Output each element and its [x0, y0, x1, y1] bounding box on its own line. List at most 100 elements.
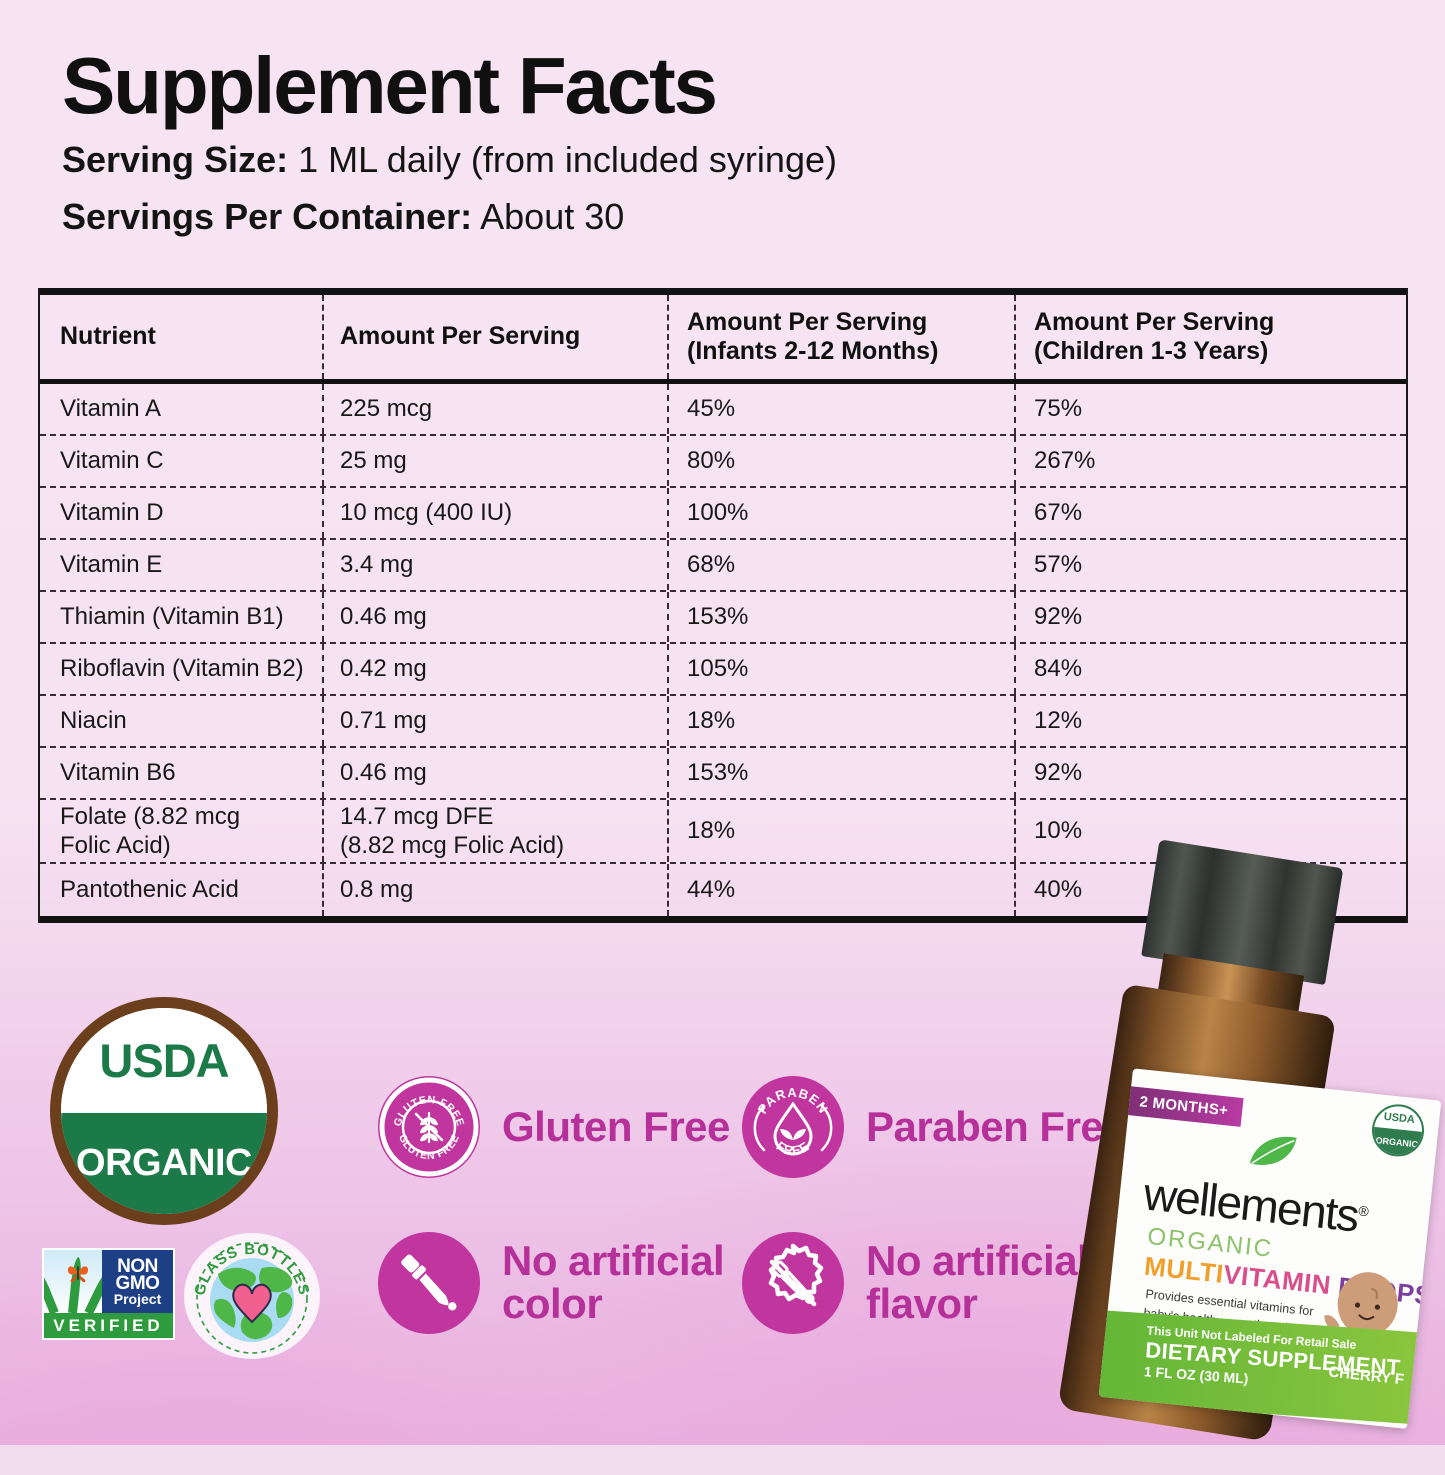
- gluten-free-label-l1: Gluten Free: [502, 1102, 730, 1150]
- usda-seal-top: USDA: [61, 1008, 267, 1114]
- paraben-free-icon: PARABEN FREE: [742, 1076, 844, 1178]
- cell-children: 12%: [1014, 696, 1406, 746]
- column-header-amount: Amount Per Serving: [322, 295, 667, 379]
- cell-nutrient: Niacin: [40, 706, 322, 735]
- table-row: Pantothenic Acid 0.8 mg 44% 40%: [40, 864, 1406, 916]
- cell-nutrient: Folate (8.82 mcg Folic Acid): [40, 802, 322, 861]
- non-gmo-line-non: NON: [117, 1255, 158, 1277]
- cell-children-text: 92%: [1034, 603, 1083, 631]
- cell-infants-text: 18%: [687, 707, 736, 735]
- cell-nutrient-text: Riboflavin (Vitamin B2): [60, 655, 304, 683]
- cell-nutrient-text: Folic Acid): [60, 832, 171, 859]
- serving-size-label: Serving Size:: [62, 139, 289, 180]
- label-usda-seal-bottom: ORGANIC: [1371, 1126, 1422, 1157]
- cell-children: 40%: [1014, 864, 1406, 916]
- cell-infants: 153%: [667, 748, 1014, 798]
- cell-children: 92%: [1014, 592, 1406, 642]
- cell-nutrient-text: Vitamin D: [60, 499, 164, 527]
- cell-infants: 80%: [667, 436, 1014, 486]
- butterfly-grass-icon: [44, 1250, 102, 1314]
- cell-nutrient: Riboflavin (Vitamin B2): [40, 654, 322, 683]
- paraben-free-label-l1: Paraben Free: [866, 1102, 1127, 1150]
- cell-nutrient: Vitamin D: [40, 498, 322, 527]
- servings-per-container-line: Servings Per Container: About 30: [62, 193, 1122, 242]
- cell-nutrient: Vitamin C: [40, 446, 322, 475]
- non-gmo-project-badge: NON GMO Project VERIFIED: [42, 1248, 175, 1340]
- table-row: Vitamin B6 0.46 mg 153% 92%: [40, 748, 1406, 800]
- cell-infants: 18%: [667, 696, 1014, 746]
- table-bottom-rule: [40, 916, 1406, 923]
- servings-per-container-value: About 30: [480, 195, 625, 237]
- earth-heart-icon: GLASS BOTTLES: [191, 1241, 312, 1354]
- feature-paraben-free: PARABEN FREE Paraben Free: [742, 1076, 1127, 1178]
- dropper-slash-icon: [768, 1243, 824, 1307]
- cell-children-text: 12%: [1034, 707, 1083, 735]
- cell-amount-text: 0.42 mg: [340, 655, 427, 683]
- feature-no-artificial-flavor: No artificial flavor: [742, 1232, 1089, 1334]
- leaf-icon: [1249, 1136, 1297, 1165]
- cell-amount-text: 0.46 mg: [340, 759, 427, 787]
- svg-text:FREE: FREE: [774, 1138, 813, 1158]
- nutrition-table: Nutrient Amount Per Serving Amount Per S…: [38, 288, 1408, 923]
- cell-nutrient: Thiamin (Vitamin B1): [40, 602, 322, 631]
- label-usda-organic-seal: USDA ORGANIC: [1369, 1101, 1427, 1159]
- table-header-row: Nutrient Amount Per Serving Amount Per S…: [40, 288, 1406, 384]
- cell-infants-text: 18%: [687, 817, 736, 845]
- no-artificial-color-label: No artificial color: [502, 1237, 725, 1326]
- cell-infants: 153%: [667, 592, 1014, 642]
- cell-infants-text: 100%: [687, 499, 749, 527]
- paraben-free-label: Paraben Free: [866, 1102, 1127, 1150]
- cell-amount-text: 0.8 mg: [340, 876, 414, 904]
- cell-children: 75%: [1014, 384, 1406, 434]
- cell-nutrient-text: Vitamin A: [60, 395, 161, 423]
- cell-nutrient: Vitamin B6: [40, 758, 322, 787]
- butterfly-icon: [67, 1266, 89, 1283]
- cell-infants: 45%: [667, 384, 1014, 434]
- cell-children: 67%: [1014, 488, 1406, 538]
- cell-amount: 0.46 mg: [322, 592, 667, 642]
- cell-amount: 14.7 mcg DFE (8.82 mcg Folic Acid): [322, 800, 667, 862]
- cell-amount-text: 25 mg: [340, 447, 407, 475]
- serving-size-line: Serving Size: 1 ML daily (from included …: [62, 136, 1122, 185]
- cell-children-text: 57%: [1034, 551, 1083, 579]
- cell-infants: 105%: [667, 644, 1014, 694]
- table-body: Vitamin A 225 mcg 45% 75% Vitamin C 25 mg 80% 2…: [40, 384, 1406, 916]
- grass-blade-icon: [44, 1268, 59, 1314]
- cell-infants-text: 105%: [687, 655, 749, 683]
- cell-infants: 68%: [667, 540, 1014, 590]
- cell-children-text: 10%: [1034, 817, 1083, 845]
- cell-amount-text: 10 mcg (400 IU): [340, 499, 513, 527]
- cell-amount: 25 mg: [322, 436, 667, 486]
- table-row: Folate (8.82 mcg Folic Acid) 14.7 mcg DFE(…: [40, 800, 1406, 864]
- gluten-free-icon: GLUTEN FREE GLUTEN FREE: [378, 1076, 480, 1178]
- usda-seal-bottom-label: ORGANIC: [76, 1142, 252, 1185]
- cell-nutrient: Pantothenic Acid: [40, 875, 322, 904]
- usda-seal-top-label: USDA: [99, 1034, 229, 1088]
- dropper-icon: [401, 1254, 457, 1311]
- cell-children: 57%: [1014, 540, 1406, 590]
- table-row: Vitamin C 25 mg 80% 267%: [40, 436, 1406, 488]
- brand-registered-mark: ®: [1357, 1202, 1369, 1220]
- cell-children-text: 92%: [1034, 759, 1083, 787]
- no-artificial-flavor-label: No artificial flavor: [866, 1239, 1089, 1326]
- column-header-nutrient-label: Nutrient: [60, 322, 156, 351]
- cell-amount: 0.46 mg: [322, 748, 667, 798]
- non-gmo-badge-text: NON GMO Project: [102, 1250, 173, 1314]
- cell-children: 267%: [1014, 436, 1406, 486]
- no-artificial-color-label-l1: No artificial: [502, 1237, 725, 1285]
- cell-amount-text: 3.4 mg: [340, 551, 414, 579]
- table-row: Niacin 0.71 mg 18% 12%: [40, 696, 1406, 748]
- column-header-amount-label: Amount Per Serving: [340, 322, 581, 351]
- cell-nutrient-text: Folate (8.82 mcg: [60, 802, 241, 830]
- cell-infants-text: 44%: [687, 876, 736, 904]
- cell-amount: 225 mcg: [322, 384, 667, 434]
- cell-children-text: 40%: [1034, 876, 1083, 904]
- cell-amount: 3.4 mg: [322, 540, 667, 590]
- column-header-children: Amount Per Serving (Children 1-3 Years): [1014, 295, 1406, 379]
- cell-infants-text: 80%: [687, 447, 736, 475]
- serving-size-value: 1 ML daily (from included syringe): [298, 139, 837, 180]
- cell-nutrient-text: Vitamin E: [60, 551, 163, 579]
- cell-children: 84%: [1014, 644, 1406, 694]
- table-row: Vitamin D 10 mcg (400 IU) 100% 67%: [40, 488, 1406, 540]
- cell-amount-text: 0.71 mg: [340, 707, 427, 735]
